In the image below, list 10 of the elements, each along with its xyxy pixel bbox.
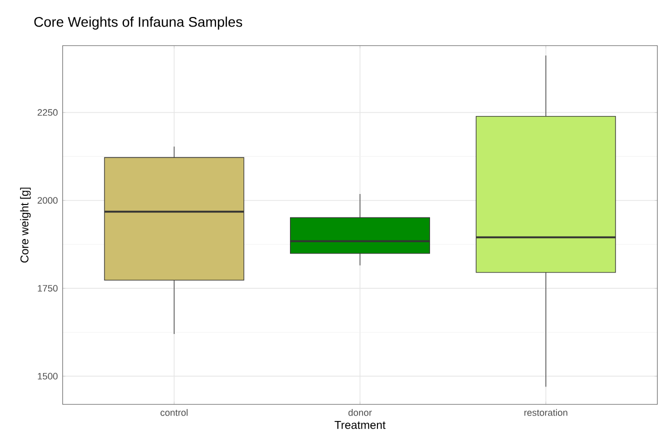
- y-tick-label: 2000: [38, 197, 58, 204]
- x-tick-label: donor: [348, 409, 372, 416]
- y-tick-label: 1500: [38, 372, 58, 380]
- y-axis-title: Core weight [g]: [20, 188, 31, 263]
- y-tick-label: 1750: [38, 285, 58, 292]
- x-axis-title: Treatment: [334, 421, 386, 429]
- x-tick-label: control: [160, 409, 188, 416]
- y-tick-label: 2250: [38, 109, 58, 116]
- x-tick-label: restoration: [524, 409, 568, 416]
- chart-title: Core Weights of Infauna Samples: [34, 16, 242, 30]
